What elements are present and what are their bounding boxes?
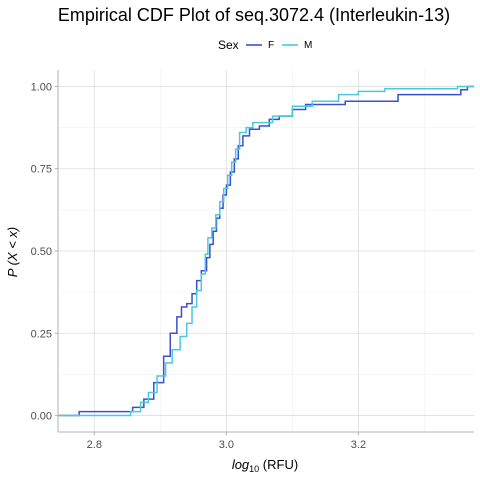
legend: Sex F M [218, 38, 312, 52]
legend-label-m: M [304, 40, 312, 51]
chart-title: Empirical CDF Plot of seq.3072.4 (Interl… [58, 5, 450, 25]
series-layer [58, 85, 474, 417]
x-axis-title-subscript: 10 [249, 464, 259, 474]
legend-label-f: F [268, 40, 274, 51]
x-tick-label: 3.0 [219, 439, 234, 451]
grid [58, 70, 474, 432]
y-axis-title: P (X < x) [5, 227, 20, 277]
x-tick-label: 2.8 [87, 439, 102, 451]
y-tick-label: 1.00 [31, 81, 52, 93]
series-line-m [58, 85, 474, 417]
tick-labels: 2.8 3.0 3.2 0.00 0.25 0.50 0.75 1.00 [31, 81, 367, 451]
x-axis-title-base: log [232, 457, 250, 472]
y-tick-label: 0.75 [31, 164, 52, 176]
x-axis-title-suffix: (RFU) [259, 457, 298, 472]
y-tick-label: 0.50 [31, 246, 52, 258]
legend-title: Sex [218, 38, 239, 52]
x-tick-label: 3.2 [351, 439, 366, 451]
x-axis-title: log10 (RFU) [232, 457, 298, 474]
y-tick-label: 0.25 [31, 328, 52, 340]
y-tick-label: 0.00 [31, 411, 52, 423]
